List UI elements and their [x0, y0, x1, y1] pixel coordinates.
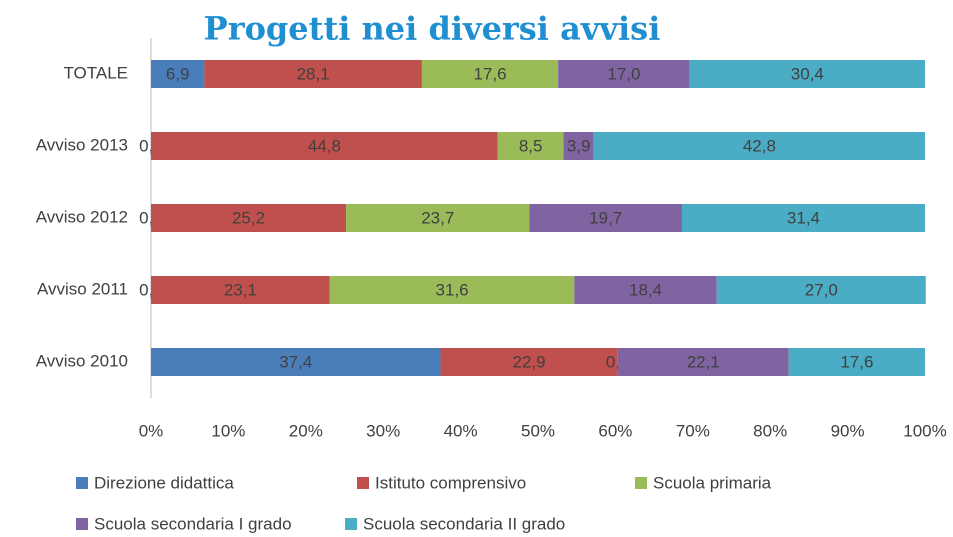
bar-segment: [346, 204, 530, 232]
legend-swatch: [635, 477, 647, 489]
bar-segment: [558, 60, 690, 88]
y-tick-label: Avviso 2011: [37, 279, 128, 298]
x-tick-label: 30%: [366, 421, 400, 440]
legend-label: Scuola secondaria II grado: [363, 514, 565, 533]
x-tick-label: 60%: [598, 421, 632, 440]
data-label: 42,8: [743, 136, 776, 155]
bar-segment: [574, 276, 717, 304]
x-tick-label: 40%: [444, 421, 478, 440]
data-label: 17,0: [607, 64, 640, 83]
bar-segment: [617, 348, 789, 376]
legend-swatch: [345, 518, 357, 530]
bar-segment: [593, 132, 925, 160]
x-tick-label: 0%: [139, 421, 164, 440]
x-tick-label: 70%: [676, 421, 710, 440]
bar-segment: [329, 276, 575, 304]
legend-label: Scuola secondaria I grado: [94, 514, 292, 533]
legend-label: Istituto comprensivo: [375, 473, 526, 492]
bar-segment: [716, 276, 926, 304]
bar-segment: [151, 204, 347, 232]
bar-segment: [681, 204, 925, 232]
bar-segment: [440, 348, 618, 376]
chart-title: Progetti nei diversi avvisi: [204, 10, 661, 48]
bar-segment: [421, 60, 559, 88]
x-tick-label: 50%: [521, 421, 555, 440]
legend-swatch: [357, 477, 369, 489]
data-label: 27,0: [805, 280, 838, 299]
legend-swatch: [76, 518, 88, 530]
data-label: 17,6: [473, 64, 506, 83]
bar-segment: [151, 348, 441, 376]
x-tick-label: 10%: [211, 421, 245, 440]
data-label: 31,6: [436, 280, 469, 299]
data-label: 8,5: [519, 136, 543, 155]
data-label: 22,1: [687, 352, 720, 371]
data-label: 44,8: [308, 136, 341, 155]
data-label: 37,4: [279, 352, 312, 371]
y-tick-label: TOTALE: [63, 63, 128, 82]
bar-segment: [689, 60, 925, 88]
data-label: 6,9: [166, 64, 190, 83]
data-label: 25,2: [232, 208, 265, 227]
x-tick-label: 100%: [903, 421, 946, 440]
data-label: 28,1: [297, 64, 330, 83]
bar-segment: [788, 348, 925, 376]
bar-segment: [151, 132, 498, 160]
data-label: 23,1: [224, 280, 257, 299]
bar-segment: [204, 60, 422, 88]
data-label: 3,9: [567, 136, 591, 155]
x-tick-label: 90%: [831, 421, 865, 440]
legend-label: Direzione didattica: [94, 473, 234, 492]
bar-segment: [497, 132, 564, 160]
data-label: 17,6: [840, 352, 873, 371]
data-label: 19,7: [589, 208, 622, 227]
legend-label: Scuola primaria: [653, 473, 772, 492]
y-tick-label: Avviso 2010: [36, 351, 128, 370]
data-label: 22,9: [513, 352, 546, 371]
legend-swatch: [76, 477, 88, 489]
bar-segment: [151, 276, 330, 304]
x-tick-label: 80%: [753, 421, 787, 440]
y-tick-label: Avviso 2012: [36, 207, 128, 226]
bar-segment: [563, 132, 594, 160]
data-label: 30,4: [791, 64, 824, 83]
bar-segment: [529, 204, 682, 232]
data-label: 23,7: [421, 208, 454, 227]
data-label: 18,4: [629, 280, 662, 299]
y-tick-label: Avviso 2013: [36, 135, 128, 154]
data-label: 31,4: [787, 208, 820, 227]
bar-segment: [151, 60, 205, 88]
x-tick-label: 20%: [289, 421, 323, 440]
